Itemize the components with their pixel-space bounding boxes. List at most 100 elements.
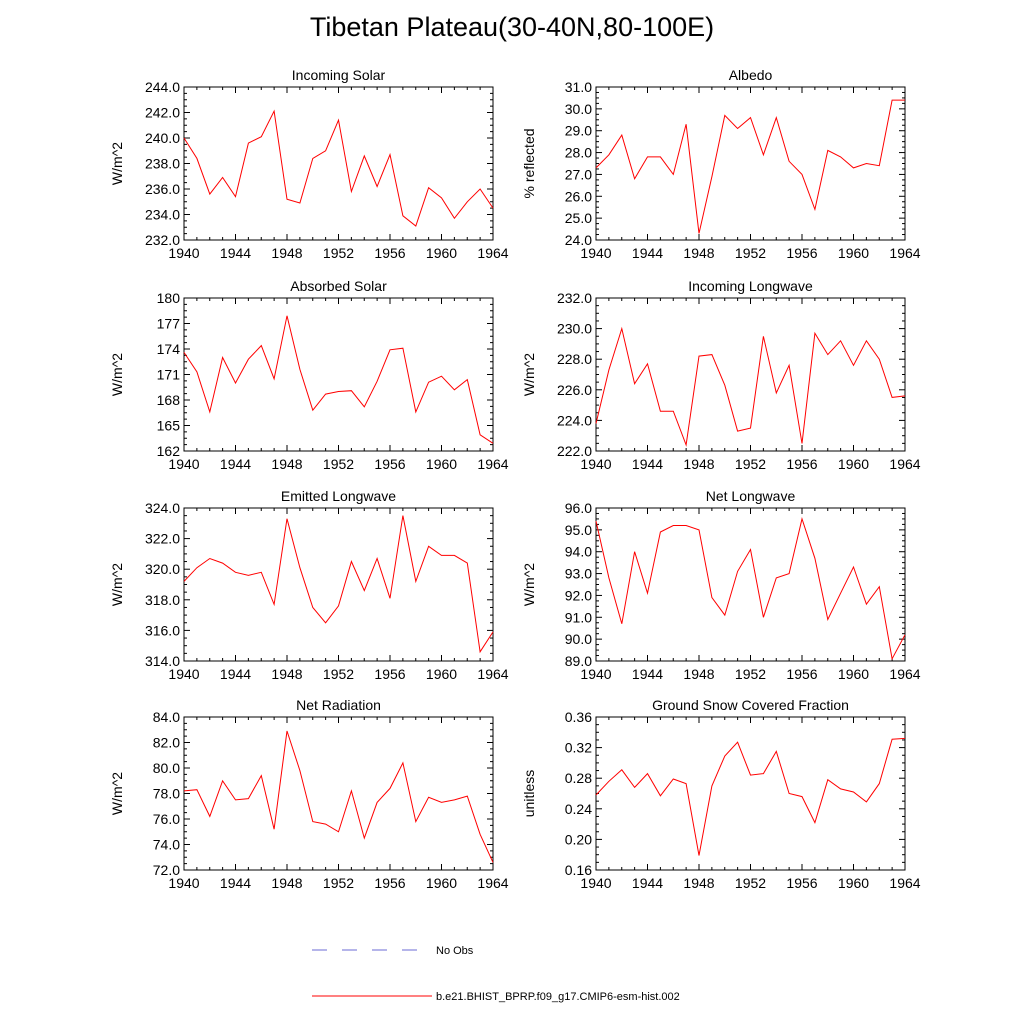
- y-tick-label: 0.20: [565, 831, 592, 847]
- x-tick-label: 1944: [220, 875, 251, 891]
- x-tick-label: 1960: [426, 456, 457, 472]
- panel-emitted-longwave: Emitted Longwave W/m^2 314.0 316.0 318.0 320.…: [109, 488, 509, 682]
- y-tick-label: 224.0: [557, 412, 592, 428]
- x-tick-label: 1956: [374, 245, 405, 261]
- x-tick-label: 1944: [632, 875, 663, 891]
- y-tick-label: 29.0: [565, 123, 592, 139]
- x-tick-label: 1944: [632, 456, 663, 472]
- panel-title: Net Radiation: [296, 697, 381, 713]
- y-tick-label: 0.36: [565, 709, 592, 725]
- y-tick-label: 171: [157, 367, 181, 383]
- y-axis-label: W/m^2: [109, 142, 125, 185]
- x-tick-label: 1956: [374, 666, 405, 682]
- plot-frame: [183, 507, 494, 662]
- y-tick-label: 165: [157, 418, 181, 434]
- x-tick-label: 1940: [168, 666, 199, 682]
- y-tick-label: 244.0: [145, 79, 180, 95]
- panel-net-radiation: Net Radiation W/m^2 72.0 74.0 76.0 78.0 80.0 82…: [109, 697, 509, 891]
- y-tick-label: 162: [157, 443, 181, 459]
- x-tick-label: 1960: [838, 245, 869, 261]
- series-line: [595, 99, 905, 234]
- x-tick-label: 1948: [683, 456, 714, 472]
- x-tick-label: 1956: [786, 875, 817, 891]
- panel-title: Emitted Longwave: [281, 488, 396, 504]
- y-tick-label: 168: [157, 392, 181, 408]
- x-tick-label: 1952: [323, 245, 354, 261]
- x-tick-label: 1948: [683, 245, 714, 261]
- x-tick-label: 1960: [426, 875, 457, 891]
- y-tick-label: 226.0: [557, 382, 592, 398]
- panel-albedo: Albedo % reflected 24.0 25.0 26.0 27.0 28.0 29.…: [521, 67, 921, 261]
- y-tick-label: 76.0: [153, 811, 180, 827]
- plot-frame: [183, 86, 494, 241]
- x-tick-label: 1964: [477, 245, 508, 261]
- x-tick-label: 1948: [271, 875, 302, 891]
- x-tick-label: 1940: [168, 456, 199, 472]
- y-tick-label: 230.0: [557, 321, 592, 337]
- x-tick-label: 1948: [683, 875, 714, 891]
- series-line: [183, 730, 494, 863]
- y-tick-label: 314.0: [145, 653, 180, 669]
- y-axis-label: W/m^2: [521, 563, 537, 606]
- y-tick-label: 74.0: [153, 837, 180, 853]
- x-tick-label: 1944: [220, 456, 251, 472]
- y-tick-label: 232.0: [557, 290, 592, 306]
- series-line: [595, 326, 906, 447]
- y-tick-label: 318.0: [145, 592, 180, 608]
- y-tick-label: 30.0: [565, 101, 592, 117]
- x-tick-label: 1948: [271, 456, 302, 472]
- y-tick-label: 180: [157, 290, 181, 306]
- y-tick-label: 89.0: [565, 653, 592, 669]
- y-tick-label: 78.0: [153, 786, 180, 802]
- y-tick-label: 25.0: [565, 210, 592, 226]
- y-tick-label: 0.24: [565, 801, 592, 817]
- y-tick-label: 96.0: [565, 500, 592, 516]
- x-tick-label: 1944: [220, 245, 251, 261]
- x-tick-label: 1956: [786, 456, 817, 472]
- x-tick-label: 1964: [477, 666, 508, 682]
- series-line: [183, 109, 494, 227]
- x-tick-label: 1948: [683, 666, 714, 682]
- x-tick-label: 1952: [735, 245, 766, 261]
- x-tick-label: 1964: [889, 456, 920, 472]
- y-tick-label: 27.0: [565, 166, 592, 182]
- x-tick-label: 1960: [426, 245, 457, 261]
- series-line: [595, 737, 906, 856]
- y-tick-label: 24.0: [565, 232, 592, 248]
- x-tick-label: 1944: [632, 245, 663, 261]
- panel-title: Incoming Solar: [292, 67, 386, 83]
- y-tick-label: 232.0: [145, 232, 180, 248]
- y-tick-label: 240.0: [145, 130, 180, 146]
- legend-model-label: b.e21.BHIST_BPRP.f09_g17.CMIP6-esm-hist.…: [436, 991, 680, 1003]
- y-tick-label: 316.0: [145, 622, 180, 638]
- panel-title: Incoming Longwave: [688, 278, 813, 294]
- y-tick-label: 95.0: [565, 522, 592, 538]
- panel-incoming-longwave: Incoming Longwave W/m^2 222.0 224.0 226.0 228…: [521, 278, 921, 472]
- y-tick-label: 90.0: [565, 631, 592, 647]
- y-tick-label: 236.0: [145, 181, 180, 197]
- y-tick-label: 72.0: [153, 862, 180, 878]
- y-tick-label: 222.0: [557, 443, 592, 459]
- y-tick-label: 93.0: [565, 566, 592, 582]
- y-tick-label: 324.0: [145, 500, 180, 516]
- y-tick-label: 0.28: [565, 770, 592, 786]
- panel-title: Albedo: [729, 67, 773, 83]
- x-tick-label: 1960: [426, 666, 457, 682]
- y-axis-label: W/m^2: [109, 563, 125, 606]
- x-tick-label: 1940: [580, 456, 611, 472]
- x-tick-label: 1964: [889, 666, 920, 682]
- x-tick-label: 1952: [323, 875, 354, 891]
- x-tick-label: 1956: [374, 875, 405, 891]
- series-line: [183, 315, 494, 444]
- panel-title: Ground Snow Covered Fraction: [652, 697, 849, 713]
- x-tick-label: 1940: [168, 245, 199, 261]
- x-tick-label: 1940: [580, 245, 611, 261]
- x-tick-label: 1940: [168, 875, 199, 891]
- y-axis-label: W/m^2: [109, 772, 125, 815]
- y-tick-label: 174: [157, 341, 181, 357]
- figure-title: Tibetan Plateau(30-40N,80-100E): [309, 12, 715, 42]
- x-tick-label: 1952: [735, 456, 766, 472]
- plot-frame: [595, 716, 906, 871]
- y-tick-label: 242.0: [145, 105, 180, 121]
